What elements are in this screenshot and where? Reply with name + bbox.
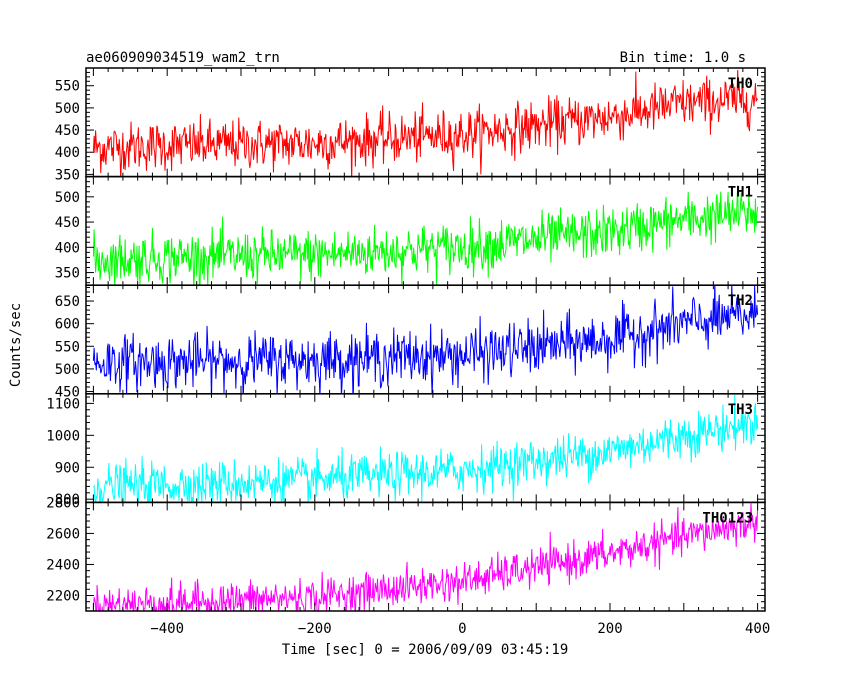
y-tick-label: 900 (55, 460, 80, 476)
panel-frame-th0 (85, 67, 766, 178)
y-tick-label: 2600 (46, 526, 80, 542)
y-tick-label: 500 (55, 101, 80, 117)
y-tick-label: 350 (55, 167, 80, 183)
panel-label-th0: TH0 (728, 76, 753, 92)
panel-frame-th0123 (85, 501, 766, 612)
x-tick-label: 400 (745, 621, 770, 637)
y-tick-label: 2400 (46, 557, 80, 573)
y-tick-label: 500 (55, 190, 80, 206)
trace-th0 (92, 69, 759, 177)
y-tick-label: 1100 (46, 396, 80, 412)
x-tick-label: −200 (298, 621, 332, 637)
y-tick-label: 500 (55, 362, 80, 378)
y-tick-label: 600 (55, 317, 80, 333)
trace-th0123 (92, 502, 759, 611)
y-tick-label: 450 (55, 123, 80, 139)
y-tick-label: 550 (55, 339, 80, 355)
y-tick-label: 800 (55, 492, 80, 508)
x-tick-label: −400 (150, 621, 184, 637)
y-axis-label: Counts/sec (8, 303, 24, 387)
y-tick-label: 350 (55, 266, 80, 282)
panel-label-th3: TH3 (728, 402, 753, 418)
x-axis-label: Time [sec] 0 = 2006/09/09 03:45:19 (282, 642, 569, 658)
chart-title: ae060909034519_wam2_trn (86, 50, 280, 66)
y-tick-label: 650 (55, 294, 80, 310)
y-tick-label: 450 (55, 385, 80, 401)
x-tick-label: 0 (458, 621, 466, 637)
trace-th3 (92, 394, 759, 503)
y-tick-label: 2200 (46, 588, 80, 604)
panel-label-th2: TH2 (728, 293, 753, 309)
y-tick-label: 450 (55, 215, 80, 231)
trace-th1 (92, 185, 759, 286)
bin-time-label: Bin time: 1.0 s (620, 50, 746, 66)
y-tick-label: 1000 (46, 428, 80, 444)
panel-frame-th1 (85, 175, 766, 286)
trace-th2 (92, 285, 759, 394)
panel-label-th0123: TH0123 (702, 510, 753, 526)
x-tick-label: 200 (597, 621, 622, 637)
y-tick-label: 400 (55, 145, 80, 161)
panels-group: 350 400 450 500 550 TH0 350 400 450 500 TH1 450 500 5… (46, 67, 770, 637)
y-tick-label: 2800 (46, 495, 80, 511)
y-tick-label: 550 (55, 79, 80, 95)
panel-label-th1: TH1 (728, 185, 753, 201)
y-tick-label: 400 (55, 240, 80, 256)
